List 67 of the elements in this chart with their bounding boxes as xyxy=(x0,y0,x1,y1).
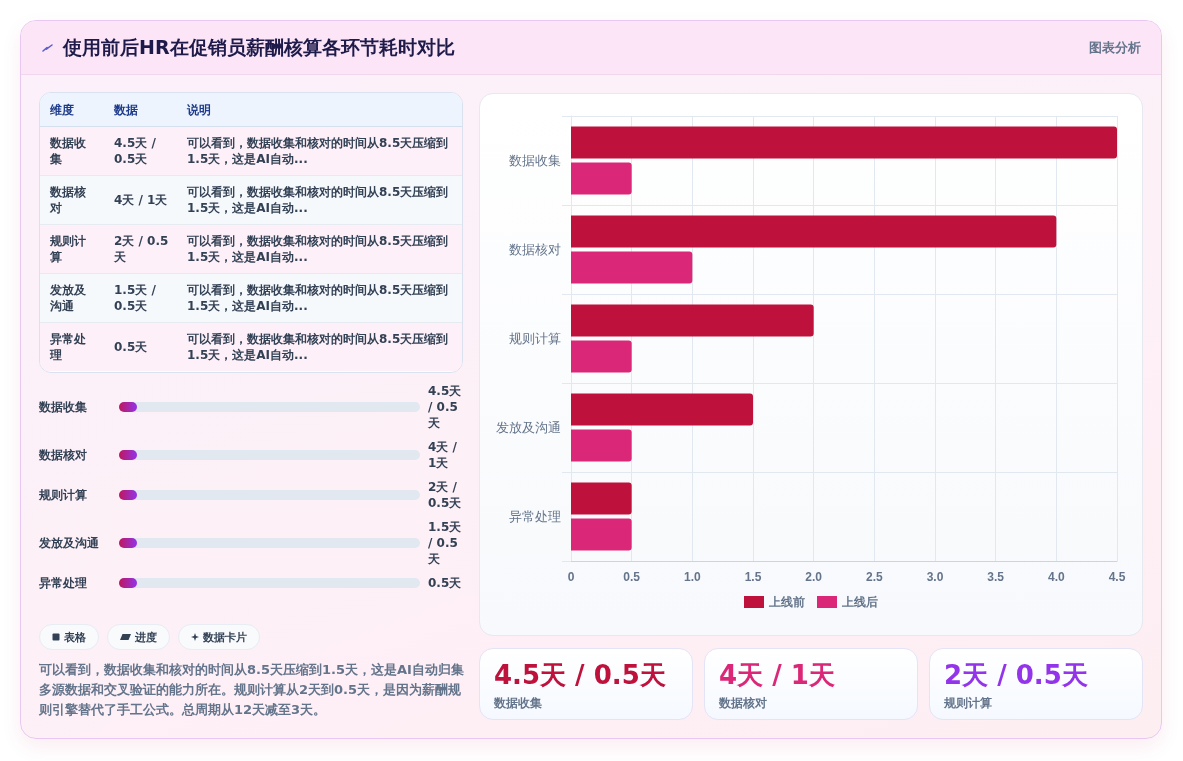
x-tick-label: 4.5 xyxy=(1108,570,1126,584)
text: 4.5天 / 0.5天 xyxy=(104,126,177,176)
bar xyxy=(571,429,632,462)
x-tick-label: 2.5 xyxy=(865,570,883,584)
text: 4.5天 / 0.5天 xyxy=(428,384,462,430)
category-label: 数据核对 xyxy=(39,447,88,463)
legend-label: 上线后 xyxy=(841,595,878,609)
x-tick-label: 1.0 xyxy=(683,570,701,584)
text: 4天 / 1天 xyxy=(428,440,457,470)
text: 可以看到，数据收集和核对的时间从8.5天压缩到1.5天，这是AI自动... xyxy=(177,273,462,323)
text: 可以看到，数据收集和核对的时间从8.5天压缩到1.5天，这是AI自动归集多源数据和交叉验证的能力所在。规则计算从2天到0.5天，是因为薪酬规则引擎替代了手工公式。总周期从12天减至3天。 xyxy=(39,661,464,719)
text: 数据核对 xyxy=(40,175,104,225)
y-tick-label: 规则计算 xyxy=(509,331,561,346)
text: 说明 xyxy=(177,93,462,127)
x-tick-label: 2.0 xyxy=(805,570,823,584)
text: 0.5天 xyxy=(428,576,462,590)
text: 2天 / 0.5天 xyxy=(944,660,1088,690)
category-label: 数据收集 xyxy=(39,399,88,415)
bar xyxy=(571,215,1057,248)
text: 规则计算 xyxy=(40,224,104,274)
text: 数据 xyxy=(104,93,177,127)
bar xyxy=(571,518,632,551)
text: 使用前后HR在促销员薪酬核算各环节耗时对比 xyxy=(63,34,455,60)
text: 可以看到，数据收集和核对的时间从8.5天压缩到1.5天，这是AI自动... xyxy=(177,175,462,225)
x-tick-label: 1.5 xyxy=(744,570,762,584)
y-tick-label: 数据收集 xyxy=(509,153,561,168)
y-tick-label: 发放及沟通 xyxy=(496,420,561,435)
text: 2天 / 0.5天 xyxy=(104,224,177,274)
x-tick-label: 3.0 xyxy=(926,570,944,584)
bar xyxy=(571,482,632,515)
text: 可以看到，数据收集和核对的时间从8.5天压缩到1.5天，这是AI自动... xyxy=(177,224,462,274)
text: 异常处理 xyxy=(40,322,104,371)
bar xyxy=(571,304,814,337)
bar xyxy=(571,393,753,426)
y-tick-label: 数据核对 xyxy=(509,242,561,257)
text: 可以看到，数据收集和核对的时间从8.5天压缩到1.5天，这是AI自动... xyxy=(177,322,462,371)
text: 表格 xyxy=(64,629,86,645)
text: 4天 / 1天 xyxy=(719,660,835,690)
bar xyxy=(571,162,632,195)
text: 图表分析 xyxy=(1089,38,1141,57)
x-tick-label: 4.0 xyxy=(1047,570,1065,584)
legend-label: 上线前 xyxy=(768,595,805,609)
bar xyxy=(571,251,693,284)
bar xyxy=(571,126,1117,159)
x-tick-label: 3.5 xyxy=(987,570,1005,584)
category-label: 数据收集 xyxy=(494,695,543,711)
bar xyxy=(571,340,632,373)
x-tick-label: 0.5 xyxy=(623,570,641,584)
text: 4.5天 / 0.5天 xyxy=(494,660,666,690)
category-label: 发放及沟通 xyxy=(39,535,100,551)
text: 2天 / 0.5天 xyxy=(428,480,462,510)
category-label: 异常处理 xyxy=(39,575,88,591)
text: 0.5天 xyxy=(104,322,177,371)
text: 数据收集 xyxy=(40,126,104,176)
text: 可以看到，数据收集和核对的时间从8.5天压缩到1.5天，这是AI自动... xyxy=(177,126,462,176)
text: 1.5天 / 0.5天 xyxy=(104,273,177,323)
text: 4天 / 1天 xyxy=(104,175,177,225)
x-tick-label: 0 xyxy=(567,570,575,584)
text: 维度 xyxy=(40,93,104,127)
text: 数据卡片 xyxy=(203,629,247,645)
category-label: 规则计算 xyxy=(944,695,993,711)
y-tick-label: 异常处理 xyxy=(509,509,561,524)
category-label: 规则计算 xyxy=(39,487,88,503)
category-label: 数据核对 xyxy=(719,695,768,711)
text: 进度 xyxy=(135,629,157,645)
text: 1.5天 / 0.5天 xyxy=(428,520,462,566)
text: 发放及沟通 xyxy=(40,273,104,323)
